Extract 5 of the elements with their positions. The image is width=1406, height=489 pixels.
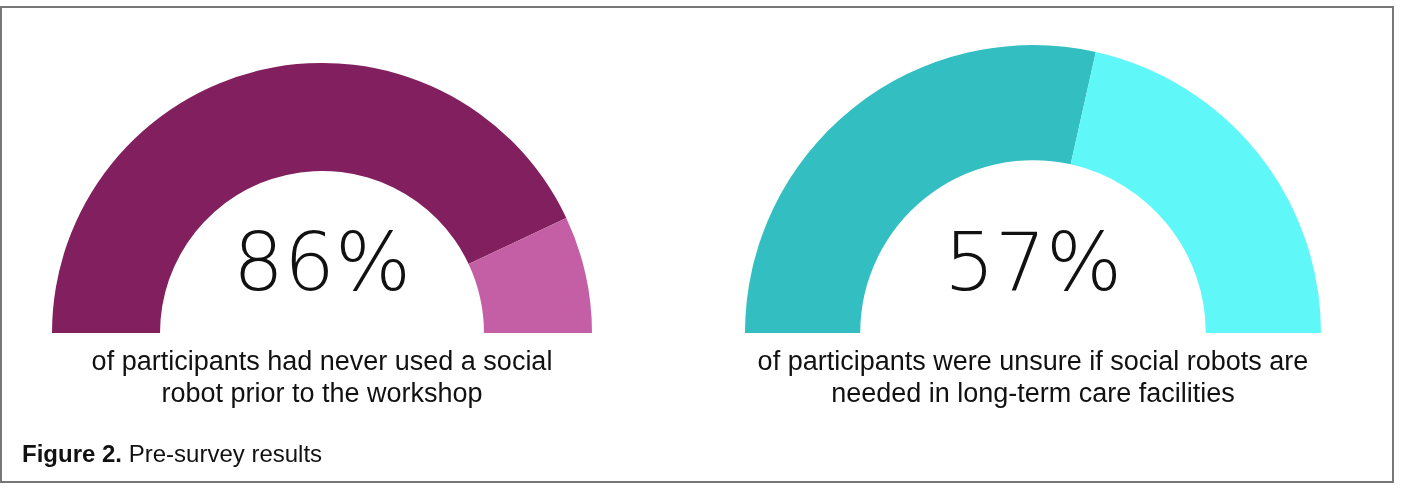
caption: Figure 2. Pre-survey results [22,440,323,468]
text: of participants had never used a social robot prior to the workshop [90,345,554,409]
text: 57% [943,215,1123,311]
text: 86% [232,215,412,311]
text: of participants were unsure if social robots are needed in long-term care facilities [756,345,1310,409]
